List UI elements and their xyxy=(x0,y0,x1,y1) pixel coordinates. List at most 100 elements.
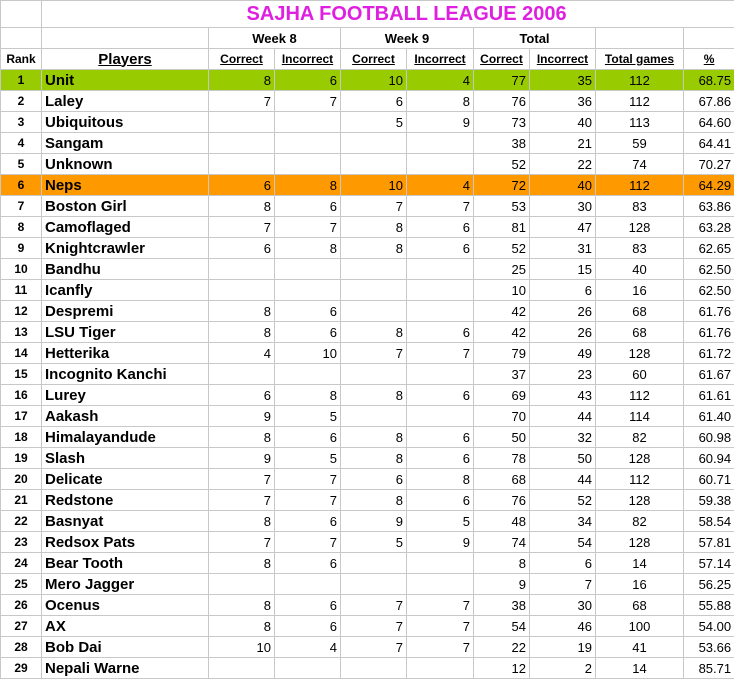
w8-incorrect-cell[interactable]: 6 xyxy=(274,69,341,91)
total-games-cell[interactable]: 82 xyxy=(595,426,684,448)
w9-correct-cell[interactable]: 7 xyxy=(340,594,407,616)
blank-cell[interactable] xyxy=(0,0,42,28)
total-games-cell[interactable]: 114 xyxy=(595,405,684,427)
w8-incorrect-cell[interactable]: 8 xyxy=(274,237,341,259)
rank-cell[interactable]: 26 xyxy=(0,594,42,616)
percent-cell[interactable]: 56.25 xyxy=(682,573,734,595)
w9-incorrect-cell[interactable]: 4 xyxy=(406,174,474,196)
w8-correct-cell[interactable]: 7 xyxy=(208,90,275,112)
rank-cell[interactable]: 22 xyxy=(0,510,42,532)
total-incorrect-cell[interactable]: 7 xyxy=(529,573,596,595)
w8-correct-cell[interactable] xyxy=(208,279,275,301)
w9-correct-header[interactable]: Correct xyxy=(340,48,407,70)
total-header[interactable]: Total xyxy=(473,27,596,49)
w8-correct-cell[interactable]: 6 xyxy=(208,237,275,259)
total-incorrect-cell[interactable]: 44 xyxy=(529,405,596,427)
player-cell[interactable]: Unknown xyxy=(41,153,209,175)
rank-cell[interactable]: 11 xyxy=(0,279,42,301)
percent-cell[interactable]: 68.75 xyxy=(682,69,734,91)
total-incorrect-cell[interactable]: 49 xyxy=(529,342,596,364)
total-incorrect-cell[interactable]: 47 xyxy=(529,216,596,238)
percent-header[interactable]: % xyxy=(682,48,734,70)
w8-incorrect-cell[interactable] xyxy=(274,573,341,595)
player-cell[interactable]: Delicate xyxy=(41,468,209,490)
percent-cell[interactable]: 55.88 xyxy=(682,594,734,616)
rank-cell[interactable]: 23 xyxy=(0,531,42,553)
w9-incorrect-cell[interactable]: 7 xyxy=(406,594,474,616)
total-incorrect-header[interactable]: Incorrect xyxy=(529,48,596,70)
percent-cell[interactable]: 64.60 xyxy=(682,111,734,133)
total-games-cell[interactable]: 128 xyxy=(595,216,684,238)
w8-incorrect-cell[interactable]: 7 xyxy=(274,468,341,490)
total-incorrect-cell[interactable]: 36 xyxy=(529,90,596,112)
w9-correct-cell[interactable]: 6 xyxy=(340,468,407,490)
player-cell[interactable]: Redstone xyxy=(41,489,209,511)
w8-correct-cell[interactable]: 8 xyxy=(208,195,275,217)
total-incorrect-cell[interactable]: 52 xyxy=(529,489,596,511)
total-correct-cell[interactable]: 42 xyxy=(473,321,530,343)
w8-incorrect-cell[interactable]: 7 xyxy=(274,531,341,553)
w9-incorrect-cell[interactable]: 6 xyxy=(406,447,474,469)
w8-correct-cell[interactable]: 7 xyxy=(208,468,275,490)
w9-incorrect-cell[interactable]: 7 xyxy=(406,342,474,364)
w8-correct-cell[interactable]: 7 xyxy=(208,489,275,511)
total-games-cell[interactable]: 16 xyxy=(595,279,684,301)
blank-cell[interactable] xyxy=(682,27,734,49)
total-incorrect-cell[interactable]: 50 xyxy=(529,447,596,469)
w8-incorrect-cell[interactable]: 10 xyxy=(274,342,341,364)
w9-incorrect-cell[interactable]: 6 xyxy=(406,321,474,343)
w9-correct-cell[interactable] xyxy=(340,657,407,679)
w9-correct-cell[interactable]: 9 xyxy=(340,510,407,532)
w8-correct-cell[interactable]: 8 xyxy=(208,594,275,616)
percent-cell[interactable]: 60.71 xyxy=(682,468,734,490)
total-correct-cell[interactable]: 8 xyxy=(473,552,530,574)
player-cell[interactable]: Unit xyxy=(41,69,209,91)
rank-cell[interactable]: 1 xyxy=(0,69,42,91)
player-cell[interactable]: Sangam xyxy=(41,132,209,154)
w9-incorrect-cell[interactable]: 6 xyxy=(406,426,474,448)
total-games-cell[interactable]: 128 xyxy=(595,489,684,511)
w9-correct-cell[interactable] xyxy=(340,300,407,322)
player-cell[interactable]: Aakash xyxy=(41,405,209,427)
player-cell[interactable]: Basnyat xyxy=(41,510,209,532)
total-games-cell[interactable]: 60 xyxy=(595,363,684,385)
total-correct-cell[interactable]: 50 xyxy=(473,426,530,448)
percent-cell[interactable]: 64.41 xyxy=(682,132,734,154)
total-correct-cell[interactable]: 73 xyxy=(473,111,530,133)
w8-correct-cell[interactable]: 8 xyxy=(208,300,275,322)
w8-incorrect-cell[interactable]: 6 xyxy=(274,426,341,448)
total-games-cell[interactable]: 112 xyxy=(595,468,684,490)
rank-cell[interactable]: 7 xyxy=(0,195,42,217)
percent-cell[interactable]: 62.50 xyxy=(682,279,734,301)
total-incorrect-cell[interactable]: 23 xyxy=(529,363,596,385)
rank-cell[interactable]: 15 xyxy=(0,363,42,385)
rank-cell[interactable]: 20 xyxy=(0,468,42,490)
w9-correct-cell[interactable] xyxy=(340,405,407,427)
total-games-cell[interactable]: 112 xyxy=(595,90,684,112)
total-games-cell[interactable]: 112 xyxy=(595,69,684,91)
w8-correct-cell[interactable] xyxy=(208,657,275,679)
total-correct-cell[interactable]: 48 xyxy=(473,510,530,532)
player-cell[interactable]: Knightcrawler xyxy=(41,237,209,259)
w9-correct-cell[interactable]: 8 xyxy=(340,321,407,343)
player-cell[interactable]: AX xyxy=(41,615,209,637)
w8-incorrect-cell[interactable] xyxy=(274,132,341,154)
percent-cell[interactable]: 67.86 xyxy=(682,90,734,112)
w8-correct-cell[interactable] xyxy=(208,132,275,154)
percent-cell[interactable]: 61.67 xyxy=(682,363,734,385)
total-incorrect-cell[interactable]: 34 xyxy=(529,510,596,532)
w9-correct-cell[interactable]: 7 xyxy=(340,636,407,658)
percent-cell[interactable]: 61.40 xyxy=(682,405,734,427)
w8-incorrect-cell[interactable]: 6 xyxy=(274,615,341,637)
total-games-cell[interactable]: 83 xyxy=(595,237,684,259)
rank-cell[interactable]: 8 xyxy=(0,216,42,238)
total-incorrect-cell[interactable]: 22 xyxy=(529,153,596,175)
w8-incorrect-cell[interactable]: 6 xyxy=(274,552,341,574)
w9-correct-cell[interactable] xyxy=(340,153,407,175)
total-correct-cell[interactable]: 74 xyxy=(473,531,530,553)
w8-correct-cell[interactable]: 8 xyxy=(208,552,275,574)
w9-correct-cell[interactable] xyxy=(340,552,407,574)
w9-incorrect-cell[interactable] xyxy=(406,153,474,175)
w9-incorrect-cell[interactable] xyxy=(406,552,474,574)
w8-incorrect-cell[interactable] xyxy=(274,153,341,175)
